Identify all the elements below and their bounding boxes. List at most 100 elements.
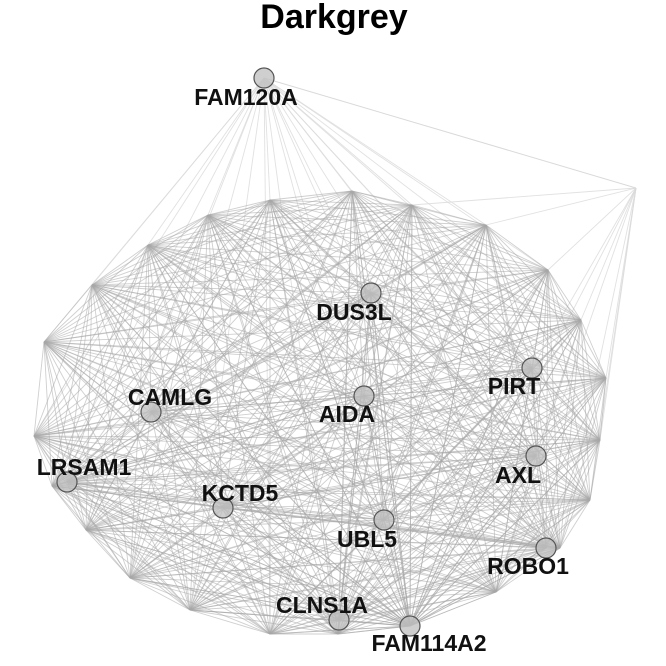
edge [150,214,209,413]
edge-faint [147,77,265,246]
edge [269,199,601,441]
edge [409,547,547,627]
edge [363,292,372,397]
edge [85,529,340,621]
node-camlg [140,401,162,423]
edge [269,619,340,635]
edge [207,190,353,216]
edge [222,224,487,509]
edge [383,269,549,521]
edge [91,284,411,627]
edge [129,377,607,579]
edge [147,244,582,321]
node-label-dus3l: DUS3L [316,299,391,325]
node-lrsam1 [56,471,78,493]
edge [43,199,271,343]
edge [495,547,547,593]
edge [33,341,45,437]
diagram-title: Darkgrey [260,0,408,36]
edge [269,547,547,635]
edge [370,292,547,549]
edge [363,395,537,457]
edge [370,292,411,627]
edge [351,190,582,321]
edge [85,292,372,531]
edge [269,199,547,549]
edge [91,284,547,549]
edge [129,507,224,579]
edge [51,455,537,487]
edge [495,455,537,593]
edge [338,292,372,621]
edge [150,411,271,635]
edge [589,439,601,501]
edge [129,455,537,579]
edge [409,269,549,627]
edge [43,269,549,343]
edge [51,485,191,611]
edge [33,435,385,521]
edge [51,485,497,593]
edge [337,625,411,635]
edge [531,367,607,379]
edge [66,481,547,549]
edge [370,292,591,501]
edge [85,529,497,593]
edge [409,499,591,627]
edge [409,455,537,627]
edge [495,367,533,593]
edge [147,244,533,369]
edge [269,190,353,201]
edge [150,411,224,509]
edge-faint [263,77,582,321]
edge-faint [547,187,637,271]
edge [33,204,413,437]
edge [370,292,497,593]
edge-faint [263,77,372,294]
edge [85,529,271,635]
edge [411,204,549,271]
edge [409,591,497,627]
edge [351,190,601,441]
edge [545,269,549,549]
edge [91,284,224,509]
edge [189,609,271,635]
edge [337,591,497,635]
node-robo1 [535,537,557,559]
edge [66,481,497,593]
edge [147,244,224,509]
edge [91,199,271,286]
edge [43,214,209,343]
edge [495,377,607,593]
edge [51,292,372,487]
edge [91,284,385,521]
edge [222,199,271,509]
edge [207,214,537,457]
node-label-ubl5: UBL5 [337,526,397,552]
edge [383,224,487,521]
edge [531,367,591,501]
edge [66,455,537,483]
edge-faint [580,187,637,321]
edge [189,519,385,611]
edge [337,224,487,635]
edge-faint [51,77,265,487]
edge [370,292,582,321]
edge [485,224,601,441]
edge [383,519,547,549]
edge [150,411,547,549]
edge [33,244,149,437]
edge [66,214,209,483]
edge [222,319,582,509]
edge [129,499,591,579]
edge [269,199,561,549]
edge [43,341,365,397]
edge [207,214,340,621]
edge [189,395,365,611]
edge [269,199,411,627]
edge [85,395,365,531]
edge [351,190,533,369]
edge [338,547,547,621]
edge [222,395,365,509]
